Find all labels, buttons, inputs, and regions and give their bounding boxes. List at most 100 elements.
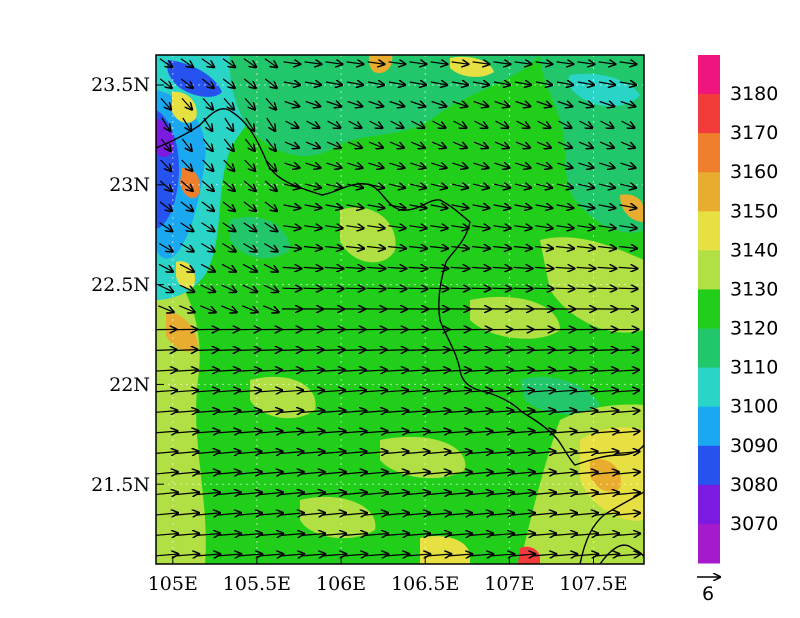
wind-vector xyxy=(616,492,640,494)
wind-vector xyxy=(490,452,513,454)
wind-vector xyxy=(489,534,514,536)
wind-vector xyxy=(406,452,429,454)
wind-vector xyxy=(411,120,425,128)
wind-vector xyxy=(280,452,303,454)
wind-vector xyxy=(182,117,191,131)
wind-vector xyxy=(238,492,262,494)
wind-vector xyxy=(367,184,384,188)
wind-vector xyxy=(196,492,220,494)
wind-vector xyxy=(216,513,241,515)
wind-vector xyxy=(385,411,409,413)
wind-vector xyxy=(427,452,450,454)
wind-vector xyxy=(174,534,199,536)
wind-vector xyxy=(202,159,214,171)
wind-vector xyxy=(616,452,639,454)
wind-vector xyxy=(322,390,345,392)
wind-vector xyxy=(594,534,619,536)
wind-vector xyxy=(264,222,278,232)
wind-vector xyxy=(221,242,235,252)
wind-vector xyxy=(324,267,344,268)
colorbar-label: 3180 xyxy=(730,83,778,105)
wind-vector xyxy=(343,390,366,392)
wind-vector xyxy=(244,138,254,151)
wind-vector xyxy=(284,142,299,148)
wind-vector xyxy=(156,452,177,454)
southeast-orange-core xyxy=(590,459,621,492)
wind-vector xyxy=(575,370,597,371)
wind-vector xyxy=(283,82,300,85)
wind-vector xyxy=(158,263,173,271)
wind-vector xyxy=(532,472,556,474)
wind-vector xyxy=(448,431,472,433)
wind-vector xyxy=(344,370,366,371)
wind-vector xyxy=(557,142,572,148)
wind-vector xyxy=(556,205,574,208)
wind-vector xyxy=(367,205,385,208)
wind-vector xyxy=(553,452,576,454)
reference-vector-label: 6 xyxy=(702,583,714,605)
wind-vector xyxy=(301,431,325,433)
colorbar-box xyxy=(698,406,720,447)
wind-vector xyxy=(158,242,172,252)
wind-vector xyxy=(490,411,514,413)
wind-vector xyxy=(300,554,326,556)
wind-vector xyxy=(574,472,598,474)
wind-vector xyxy=(160,138,170,151)
wind-vector xyxy=(369,120,383,128)
wind-vector xyxy=(237,554,263,556)
wind-vector xyxy=(384,513,409,515)
wind-vector xyxy=(196,390,219,392)
wind-vector xyxy=(493,205,511,208)
wind-vector xyxy=(347,142,362,148)
wind-vector xyxy=(619,205,637,208)
wind-vector xyxy=(303,247,322,249)
wind-vector xyxy=(364,431,388,433)
wind-vector xyxy=(174,554,200,556)
wind-vector xyxy=(576,288,595,289)
wind-vector xyxy=(301,472,325,474)
wind-vector xyxy=(325,226,342,229)
wind-vector xyxy=(409,205,427,208)
border-line-north xyxy=(156,108,644,466)
wind-vector xyxy=(617,370,639,371)
wind-vector xyxy=(195,513,220,515)
wind-vector xyxy=(387,288,406,289)
wind-vector xyxy=(218,350,239,351)
wind-vector xyxy=(302,350,323,351)
central-light-patch-2 xyxy=(470,296,560,339)
colorbar-box xyxy=(698,289,720,330)
wind-vector xyxy=(264,78,277,88)
wind-vector xyxy=(386,370,408,371)
wind-vector xyxy=(531,554,557,556)
wind-vector xyxy=(385,431,409,433)
wind-vector xyxy=(451,205,469,208)
wind-vector xyxy=(218,370,240,371)
wind-vector xyxy=(447,513,472,515)
wind-vector xyxy=(493,62,511,64)
colorbar-box xyxy=(698,55,720,95)
wind-vector xyxy=(323,350,344,351)
wind-vector xyxy=(196,452,219,454)
wind-vector xyxy=(619,184,636,188)
wind-vector xyxy=(473,142,488,148)
wind-vector xyxy=(510,513,535,515)
wind-vector xyxy=(365,350,386,351)
wind-vector xyxy=(407,370,429,371)
wind-vector xyxy=(347,163,362,168)
wind-vector xyxy=(427,492,451,494)
wind-vector xyxy=(302,370,324,371)
y-tick-label-22n: 22N xyxy=(109,374,150,396)
wind-vector xyxy=(325,184,342,188)
wind-vector xyxy=(156,554,179,556)
wind-vector xyxy=(343,452,366,454)
wind-vector xyxy=(327,120,341,128)
wind-vector xyxy=(301,390,324,392)
wind-vector xyxy=(595,431,619,433)
wind-vector xyxy=(409,82,426,85)
wind-vector xyxy=(448,390,471,392)
wind-vector xyxy=(217,492,241,494)
wind-vector xyxy=(283,62,301,64)
wind-vector xyxy=(532,452,555,454)
wind-vector xyxy=(283,226,300,229)
wind-vector xyxy=(451,82,468,85)
